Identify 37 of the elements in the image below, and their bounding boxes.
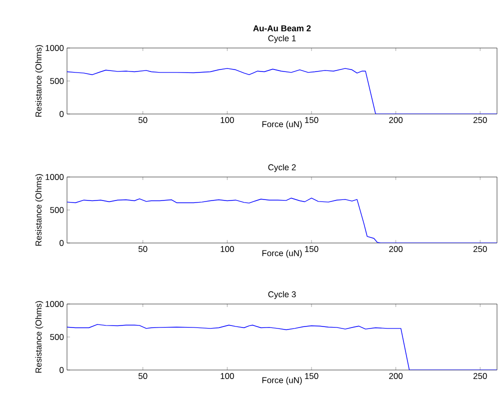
x-tick-label: 100 [220, 373, 234, 380]
y-tick-label: 0 [60, 366, 64, 374]
chart-title: Cycle 3 [268, 291, 296, 299]
y-tick-label: 1000 [46, 300, 64, 308]
y-tick-label: 1000 [46, 174, 64, 180]
x-tick-label: 200 [389, 373, 403, 380]
x-tick-label: 100 [220, 117, 234, 124]
x-tick-label: 100 [220, 246, 234, 252]
chart-title: Au-Au Beam 2 [253, 25, 311, 32]
x-axis-title: Force (uN) [262, 376, 302, 385]
x-tick-label: 150 [305, 373, 318, 380]
line-series [67, 198, 498, 243]
x-tick-label: 50 [138, 373, 148, 380]
x-tick-label: 250 [473, 117, 487, 124]
x-tick-label: 150 [305, 246, 318, 252]
x-tick-label: 50 [138, 246, 148, 252]
y-tick-label: 500 [50, 334, 64, 340]
chart-title: Cycle 2 [268, 164, 296, 172]
x-tick-label: 150 [305, 117, 318, 124]
y-axis-title: Resistance (Ohms) [35, 301, 44, 373]
x-tick-label: 200 [389, 117, 403, 124]
y-tick-label: 500 [50, 206, 64, 214]
y-tick-label: 0 [60, 110, 64, 117]
x-axis-title: Force (uN) [262, 250, 302, 258]
y-tick-label: 0 [60, 240, 64, 246]
line-series [67, 68, 498, 114]
y-tick-label: 500 [50, 78, 64, 84]
x-axis-title: Force (uN) [262, 120, 302, 129]
x-tick-label: 250 [473, 246, 487, 252]
chart-subtitle: Cycle 1 [268, 35, 296, 43]
x-tick-label: 200 [389, 246, 403, 252]
x-tick-label: 250 [473, 373, 487, 380]
y-axis-title: Resistance (Ohms) [35, 45, 44, 117]
x-tick-label: 50 [138, 117, 148, 124]
y-tick-label: 1000 [46, 44, 64, 51]
line-series [67, 324, 498, 370]
y-axis-title: Resistance (Ohms) [35, 174, 44, 246]
